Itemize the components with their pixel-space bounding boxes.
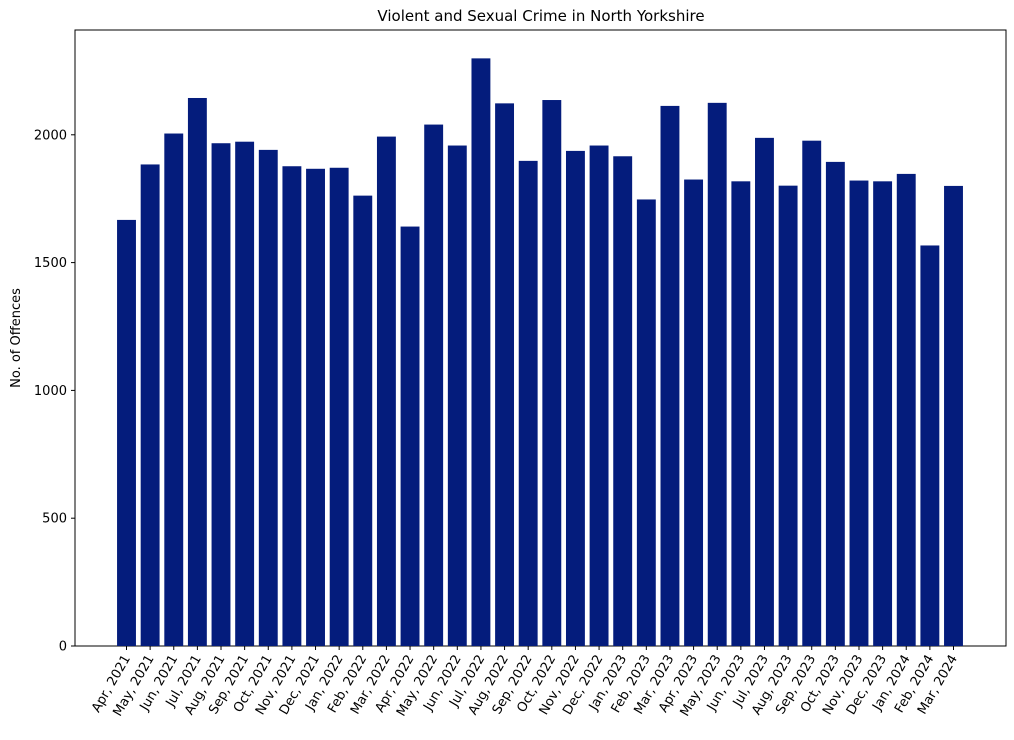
- bar: [424, 124, 444, 646]
- bar: [187, 97, 207, 647]
- bar: [211, 143, 231, 647]
- y-tick-label: 500: [42, 512, 67, 527]
- bar: [565, 150, 585, 646]
- bar: [400, 226, 420, 646]
- bar: [235, 141, 255, 646]
- y-axis: 0 500 1000 1500 2000: [34, 128, 75, 655]
- bar: [542, 100, 562, 646]
- bar: [329, 167, 349, 646]
- y-tick-label: 0: [59, 640, 67, 655]
- bar: [518, 160, 538, 646]
- bar: [778, 185, 798, 646]
- y-tick-label: 1500: [34, 256, 67, 271]
- bar: [282, 166, 302, 647]
- bar: [471, 58, 491, 647]
- bar: [707, 102, 727, 647]
- bar: [589, 145, 609, 646]
- bar: [447, 145, 467, 646]
- bar: [873, 181, 893, 646]
- bar: [613, 156, 633, 646]
- bar: [660, 105, 680, 646]
- bar: [258, 149, 278, 646]
- bar: [306, 168, 325, 647]
- bar: [353, 195, 373, 646]
- bar: [920, 245, 940, 646]
- bars-group: [117, 58, 963, 647]
- bar: [944, 185, 963, 647]
- bar: [825, 161, 845, 646]
- bar: [684, 179, 704, 646]
- bar: [849, 180, 869, 647]
- y-tick-label: 1000: [34, 384, 67, 399]
- bar: [495, 103, 515, 647]
- bar: [636, 199, 656, 646]
- bar: [731, 181, 751, 646]
- chart-title: Violent and Sexual Crime in North Yorksh…: [377, 7, 704, 25]
- bar: [117, 219, 136, 646]
- plot-area-frame: [74, 29, 1007, 647]
- bar: [140, 164, 160, 646]
- y-axis-label: No. of Offences: [9, 288, 24, 388]
- bar: [755, 137, 774, 647]
- bar: [164, 133, 184, 646]
- bar: [896, 173, 916, 646]
- y-tick-label: 2000: [34, 128, 67, 143]
- bar: [802, 140, 822, 646]
- bar: [376, 136, 396, 646]
